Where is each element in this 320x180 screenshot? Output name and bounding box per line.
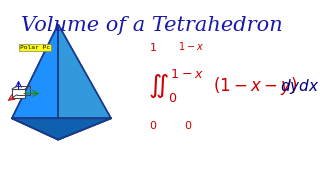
Text: Volume of a Tetrahedron: Volume of a Tetrahedron [21,15,283,35]
Polygon shape [12,24,58,140]
Polygon shape [12,118,111,140]
Text: $dydx$: $dydx$ [280,77,319,96]
Text: $(1-x-y)$: $(1-x-y)$ [212,75,297,97]
Polygon shape [12,24,111,118]
Text: $0$: $0$ [149,120,157,131]
Text: $\int\!\!\int_0^{1-x}$: $\int\!\!\int_0^{1-x}$ [148,68,204,105]
Text: $1-x$: $1-x$ [178,40,204,52]
Text: Polar Pc: Polar Pc [20,45,50,50]
Text: $1$: $1$ [149,41,157,53]
Polygon shape [58,24,111,140]
Polygon shape [12,89,25,98]
Text: $0$: $0$ [184,120,192,131]
